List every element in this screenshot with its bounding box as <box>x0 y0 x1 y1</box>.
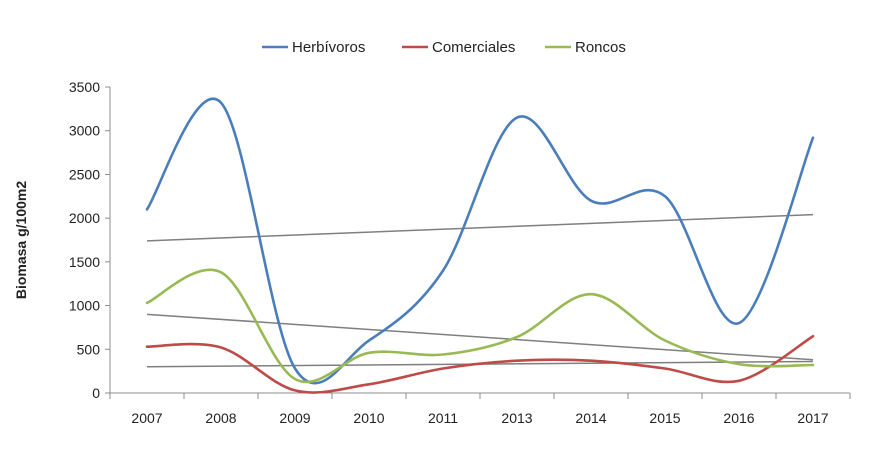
series-line-herbvoros <box>145 97 815 385</box>
x-tick-label: 2008 <box>205 410 236 426</box>
legend-label: Comerciales <box>432 39 515 56</box>
series-line-roncos <box>145 268 815 384</box>
y-tick-label: 500 <box>77 341 101 357</box>
series-line-comerciales <box>145 334 815 394</box>
x-tick-label: 2017 <box>797 410 828 426</box>
trendline-herbvoros <box>146 213 814 242</box>
y-tick-label: 2500 <box>69 166 100 182</box>
x-tick-label: 2013 <box>501 410 532 426</box>
x-tick-label: 2014 <box>575 410 606 426</box>
y-tick-label: 2000 <box>69 210 100 226</box>
x-tick-label: 2011 <box>428 410 458 426</box>
legend-label: Roncos <box>575 39 626 56</box>
x-tick-label: 2016 <box>723 410 754 426</box>
legend-label: Herbívoros <box>292 39 365 56</box>
y-axis-title: Biomasa g/100m2 <box>13 181 29 299</box>
series-lines <box>145 97 815 394</box>
x-tick-label: 2010 <box>353 410 384 426</box>
y-tick-label: 0 <box>92 385 100 401</box>
legend: Herbívoros Comerciales Roncos <box>262 39 626 56</box>
x-tick-label: 2015 <box>649 410 680 426</box>
y-tick-label: 3500 <box>69 79 100 95</box>
x-tick-label: 2009 <box>279 410 310 426</box>
y-tick-label: 1500 <box>69 254 100 270</box>
trendlines <box>146 213 814 368</box>
x-tick-label: 2007 <box>131 410 162 426</box>
axes: 0 500 1000 1500 2000 2500 3000 3500 2007 2008 2009… <box>69 79 851 426</box>
y-tick-label: 3000 <box>69 123 100 139</box>
y-tick-label: 1000 <box>69 298 100 314</box>
trendline-roncos <box>146 313 814 361</box>
